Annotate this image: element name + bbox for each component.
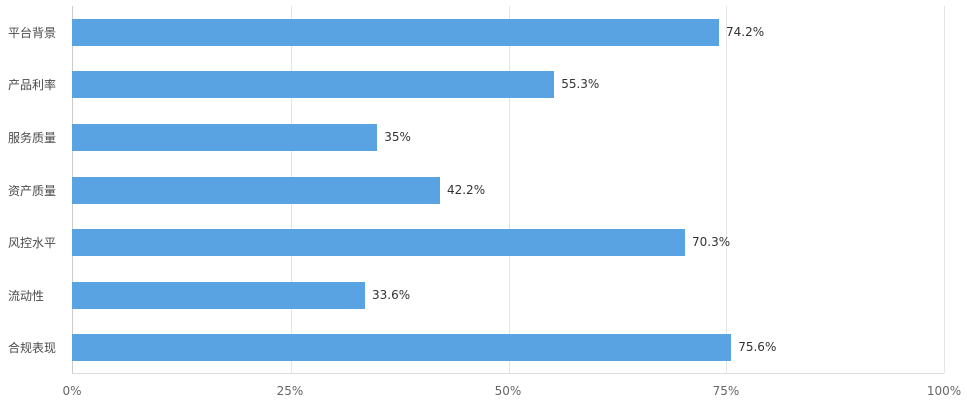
category-label: 平台背景 — [8, 25, 57, 40]
value-label: 75.6% — [738, 340, 777, 355]
chart-rows: 平台背景 74.2% 产品利率 55.3% 服务质量 35% 资产质量 42.2% 风控水平 70… — [0, 6, 944, 374]
bar — [72, 71, 555, 99]
gridline — [508, 6, 510, 373]
bar — [72, 281, 365, 309]
bar — [72, 176, 440, 204]
category-label: 产品利率 — [8, 78, 57, 93]
bar-track: 55.3% — [72, 71, 944, 99]
x-tick-label: 100% — [926, 384, 962, 398]
bar-track: 70.3% — [72, 229, 944, 257]
gridline — [944, 6, 945, 373]
x-tick-label: 25% — [276, 384, 304, 398]
category-label: 流动性 — [8, 288, 45, 303]
bar-track: 42.2% — [72, 176, 944, 204]
bar-track: 33.6% — [72, 281, 944, 309]
x-tick-label: 75% — [712, 384, 740, 398]
chart-row: 服务质量 35% — [0, 111, 944, 164]
bar — [72, 334, 732, 362]
x-tick-label: 50% — [494, 384, 522, 398]
x-axis: 0% 25% 50% 75% 100% — [62, 384, 961, 400]
value-label: 42.2% — [446, 182, 486, 197]
chart-row: 平台背景 74.2% — [0, 6, 944, 59]
value-label: 35% — [384, 129, 411, 144]
value-label: 74.2% — [726, 24, 765, 39]
chart-row: 风控水平 70.3% — [0, 216, 944, 269]
bar — [72, 123, 378, 151]
bar — [72, 229, 686, 257]
category-label: 服务质量 — [8, 130, 57, 145]
category-label: 合规表现 — [8, 341, 57, 356]
gridline — [726, 6, 728, 373]
chart-row: 合规表现 75.6% — [0, 321, 944, 374]
bar — [72, 18, 720, 46]
category-label: 风控水平 — [8, 236, 57, 251]
value-label: 70.3% — [692, 235, 731, 250]
chart-row: 流动性 33.6% — [0, 269, 944, 322]
bar-track: 35% — [72, 123, 944, 151]
x-tick-label: 0% — [62, 384, 82, 398]
bar-track: 75.6% — [72, 334, 944, 362]
category-label: 资产质量 — [8, 183, 57, 198]
bar-track: 74.2% — [72, 18, 944, 46]
chart-row: 资产质量 42.2% — [0, 164, 944, 217]
value-label: 33.6% — [371, 287, 411, 302]
value-label: 55.3% — [561, 77, 600, 92]
chart-row: 产品利率 55.3% — [0, 59, 944, 112]
